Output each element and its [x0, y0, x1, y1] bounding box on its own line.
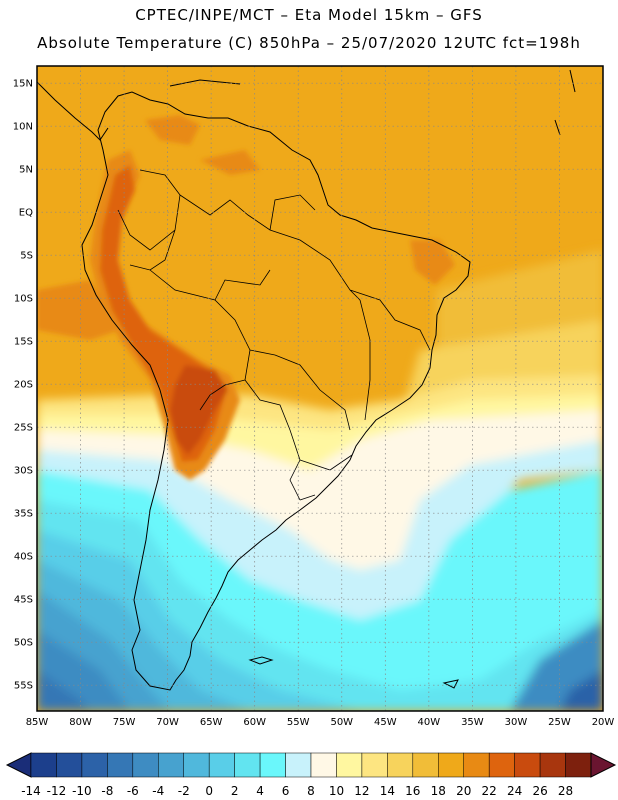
colorbar-label: 0: [205, 784, 213, 798]
lon-label: 35W: [461, 717, 484, 728]
lat-label: 10N: [13, 122, 33, 133]
colorbar-swatch: [183, 752, 210, 778]
lat-label: 15N: [13, 79, 33, 90]
lon-label: 50W: [330, 717, 353, 728]
temp-band-north-20: [145, 115, 200, 145]
lat-label: 40S: [14, 552, 33, 563]
lon-label: 20W: [592, 717, 615, 728]
colorbar-label: -8: [101, 784, 113, 798]
colorbar-label: 26: [532, 784, 547, 798]
colorbar-label: 14: [380, 784, 395, 798]
colorbar-label: 18: [431, 784, 446, 798]
colorbar-swatch: [30, 752, 57, 778]
temp-band-minus8: [37, 670, 90, 711]
temp-band-brazil-20: [410, 240, 455, 285]
temp-band-6: [37, 440, 603, 700]
colorbar-label: 20: [456, 784, 471, 798]
colorbar-label: -2: [178, 784, 190, 798]
lat-label: 25S: [14, 423, 33, 434]
colorbar-label: 16: [405, 784, 420, 798]
temp-band-venez-20: [200, 150, 260, 175]
lon-label: 85W: [26, 717, 49, 728]
colorbar-label: 8: [307, 784, 315, 798]
colorbar-label: 24: [507, 784, 522, 798]
colorbar-swatch: [387, 752, 414, 778]
longitude-labels: 85W 80W 75W 70W 65W 60W 55W 50W 45W 40W 35W 30W 25W 2…: [26, 717, 615, 728]
colorbar-label: -12: [47, 784, 67, 798]
south-america-coast: [81, 91, 471, 691]
map-subtitle: Absolute Temperature (C) 850hPa – 25/07/…: [37, 34, 581, 52]
colorbar-swatch: [310, 752, 337, 778]
colorbar-label: 4: [256, 784, 264, 798]
lon-label: 30W: [505, 717, 528, 728]
lat-label: EQ: [19, 208, 33, 219]
colorbar-swatch: [259, 752, 286, 778]
lon-label: 75W: [113, 717, 136, 728]
lon-label: 65W: [200, 717, 223, 728]
lat-label: 55S: [14, 681, 33, 692]
colorbar-label: -14: [21, 784, 41, 798]
map-frame: [36, 65, 604, 712]
lon-label: 40W: [418, 717, 441, 728]
colorbar-swatch: [539, 752, 566, 778]
coastlines: [37, 69, 576, 691]
colorbar-swatch: [514, 752, 541, 778]
lat-label: 15S: [14, 337, 33, 348]
falklands: [248, 656, 274, 665]
colorbar: -14 -12 -10 -8 -6 -4 -2 0 2 4 6 8 10 12 14 16 18 20 22 24 26…: [5, 752, 617, 798]
caribbean-islands: [169, 69, 576, 136]
colorbar-swatch: [158, 752, 184, 778]
temp-band-andes-24: [170, 365, 228, 455]
colorbar-swatch: [107, 752, 134, 778]
colorbar-label: 2: [231, 784, 239, 798]
colorbar-label: 28: [558, 784, 573, 798]
lat-label: 50S: [14, 638, 33, 649]
colorbar-swatch: [412, 752, 439, 778]
lon-label: 60W: [243, 717, 266, 728]
lon-label: 25W: [548, 717, 571, 728]
colorbar-swatch: [56, 752, 83, 778]
colorbar-swatch: [234, 752, 261, 778]
temp-band-ocean-pac-20: [37, 280, 120, 340]
colorbar-swatch: [565, 752, 592, 778]
lon-label: 55W: [287, 717, 310, 728]
colorbar-swatch: [81, 752, 108, 778]
colorbar-swatch: [132, 752, 159, 778]
lat-label: 10S: [14, 294, 33, 305]
lon-label: 45W: [374, 717, 397, 728]
map-title: CPTEC/INPE/MCT – Eta Model 15km – GFS: [135, 6, 483, 24]
colorbar-label: 12: [354, 784, 369, 798]
colorbar-swatch: [488, 752, 515, 778]
colorbar-swatch: [336, 752, 363, 778]
colorbar-label: -10: [72, 784, 92, 798]
colorbar-swatch: [208, 752, 235, 778]
lat-label: 5N: [19, 165, 33, 176]
lat-label: 45S: [14, 595, 33, 606]
colorbar-over-arrow: [590, 752, 617, 778]
central-america-coast: [37, 81, 109, 141]
colorbar-swatch: [438, 752, 464, 778]
colorbar-label: -6: [127, 784, 139, 798]
colorbar-swatch: [361, 752, 388, 778]
lat-label: 35S: [14, 509, 33, 520]
colorbar-label: 6: [282, 784, 290, 798]
colorbar-swatch: [285, 752, 312, 778]
colorbar-swatch: [463, 752, 490, 778]
colorbar-label: 10: [329, 784, 344, 798]
lat-label: 5S: [20, 251, 33, 262]
lon-label: 70W: [156, 717, 179, 728]
temp-band-east-colder: [560, 670, 603, 711]
colorbar-label: -4: [152, 784, 164, 798]
lon-label: 80W: [69, 717, 92, 728]
colorbar-under-arrow: [5, 752, 32, 778]
southern-islands: [442, 679, 459, 689]
temperature-field: [37, 66, 603, 711]
lat-label: 30S: [14, 466, 33, 477]
lat-label: 20S: [14, 380, 33, 391]
latitude-labels: 15N 10N 5N EQ 5S 10S 15S 20S 25S 30S 35S 40S 45S 50S 5…: [13, 79, 33, 692]
colorbar-label: 22: [482, 784, 497, 798]
